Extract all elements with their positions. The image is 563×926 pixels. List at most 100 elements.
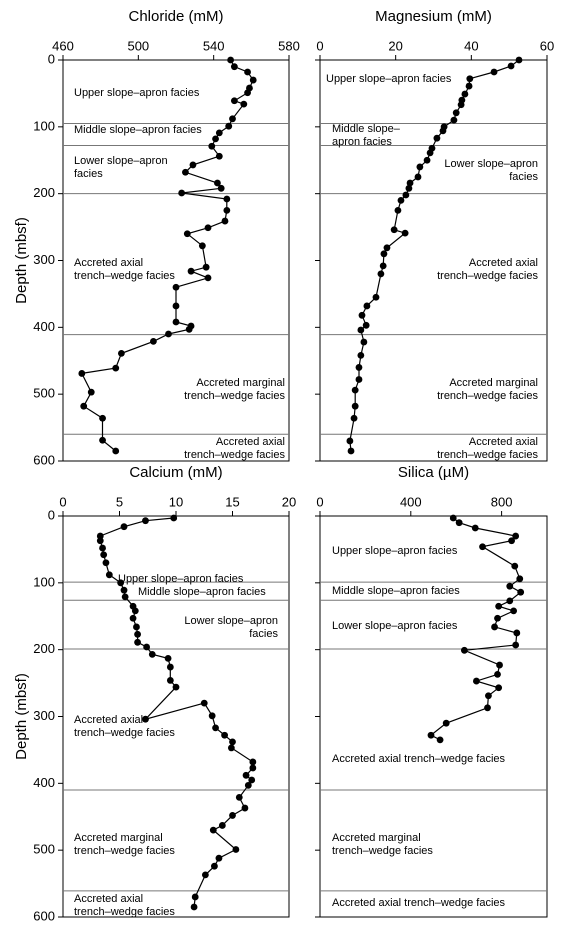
- y-tick-label: 300: [33, 708, 55, 723]
- y-tick-label: 100: [33, 118, 55, 133]
- data-point: [212, 724, 219, 732]
- facies-label: Lower slope–apron facies: [332, 620, 458, 632]
- data-point: [204, 224, 212, 232]
- y-tick-label: 400: [33, 775, 55, 790]
- x-tick-label: 580: [278, 38, 300, 53]
- data-point: [120, 586, 128, 594]
- data-point: [450, 116, 458, 124]
- data-point: [148, 650, 156, 658]
- facies-label: Accreted axial: [74, 893, 143, 905]
- data-point: [229, 812, 236, 819]
- data-point: [230, 97, 238, 105]
- facies-label: trench–wedge facies: [74, 727, 175, 739]
- data-point: [223, 195, 231, 203]
- data-point: [221, 731, 228, 739]
- data-point: [471, 524, 479, 532]
- data-point: [401, 229, 409, 237]
- data-point: [511, 562, 519, 570]
- data-point: [221, 217, 229, 225]
- data-point: [360, 338, 368, 346]
- data-point: [172, 318, 180, 326]
- y-tick-label: 100: [33, 574, 55, 589]
- facies-label: Upper slope–apron facies: [74, 87, 200, 99]
- data-point: [479, 543, 486, 551]
- data-point: [346, 437, 354, 445]
- data-point: [185, 325, 193, 333]
- data-point: [452, 109, 460, 117]
- data-point: [232, 846, 240, 853]
- data-point: [405, 184, 413, 192]
- y-tick-label: 400: [33, 319, 55, 334]
- data-point: [100, 551, 108, 559]
- data-point: [363, 302, 371, 310]
- data-point: [166, 677, 174, 684]
- data-point: [372, 293, 380, 301]
- x-tick-label: 15: [225, 494, 239, 509]
- facies-label: Accreted axial: [74, 257, 143, 269]
- facies-label: Accreted axial: [216, 436, 285, 448]
- data-point: [442, 719, 450, 727]
- data-point: [242, 771, 250, 779]
- data-point: [508, 537, 515, 545]
- data-point: [217, 184, 225, 192]
- data-point: [249, 76, 257, 84]
- x-tick-label: 20: [282, 494, 296, 509]
- facies-label: Lower slope–apron: [74, 155, 168, 167]
- data-point: [187, 267, 195, 275]
- data-point: [473, 677, 480, 685]
- data-point: [172, 283, 180, 291]
- data-point: [134, 630, 141, 638]
- data-point: [150, 337, 157, 345]
- data-point: [225, 122, 233, 130]
- data-point: [230, 63, 238, 71]
- data-point: [351, 386, 359, 394]
- x-tick-label: 0: [59, 494, 66, 509]
- data-point: [495, 684, 503, 692]
- facies-label: Accreted marginal: [196, 377, 285, 389]
- x-tick-label: 500: [127, 38, 149, 53]
- facies-label: Accreted axial: [469, 436, 538, 448]
- facies-label: trench–wedge facies: [437, 270, 538, 282]
- facies-label: Accreted marginal: [74, 832, 163, 844]
- data-point: [202, 263, 210, 271]
- data-point: [121, 593, 129, 601]
- data-point: [494, 670, 501, 678]
- data-point: [449, 514, 457, 522]
- data-point: [212, 135, 219, 143]
- data-point: [433, 134, 441, 142]
- chart-title: Magnesium (mM): [375, 8, 492, 25]
- facies-label: facies: [74, 168, 103, 180]
- x-tick-label: 40: [464, 38, 478, 53]
- data-point: [214, 179, 221, 187]
- data-point: [406, 179, 414, 187]
- x-tick-label: 540: [203, 38, 225, 53]
- data-point: [496, 661, 503, 669]
- data-point: [507, 62, 515, 70]
- data-point: [134, 638, 141, 646]
- data-point: [218, 822, 226, 829]
- data-point: [215, 152, 223, 160]
- facies-label: facies: [509, 171, 538, 183]
- facies-label: trench–wedge facies: [184, 390, 285, 402]
- data-point: [402, 191, 410, 199]
- facies-label: Accreted axial: [74, 714, 143, 726]
- data-point: [495, 602, 503, 610]
- facies-label: facies: [249, 628, 278, 640]
- facies-label: Middle slope–apron facies: [138, 586, 266, 598]
- data-point: [512, 641, 520, 649]
- data-point: [105, 571, 113, 579]
- data-point: [244, 89, 251, 97]
- data-point: [249, 758, 257, 766]
- data-point: [394, 206, 402, 214]
- data-point: [490, 68, 498, 76]
- data-point: [485, 692, 492, 700]
- data-point: [96, 532, 104, 540]
- data-point: [201, 871, 209, 879]
- y-axis-label: Depth (mbsf): [13, 673, 30, 760]
- data-point: [436, 736, 444, 744]
- y-tick-label: 600: [33, 452, 55, 467]
- chart-title: Chloride (mM): [128, 8, 223, 25]
- data-point: [515, 56, 523, 64]
